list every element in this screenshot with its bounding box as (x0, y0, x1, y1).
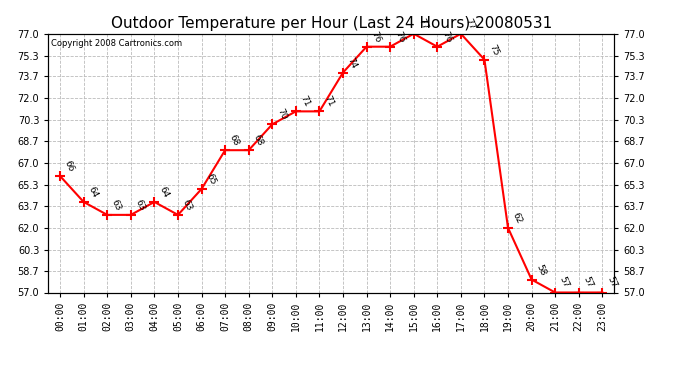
Text: 76: 76 (393, 30, 406, 44)
Text: 62: 62 (511, 211, 524, 225)
Title: Outdoor Temperature per Hour (Last 24 Hours) 20080531: Outdoor Temperature per Hour (Last 24 Ho… (110, 16, 552, 31)
Text: 65: 65 (204, 172, 217, 186)
Text: 68: 68 (251, 133, 264, 147)
Text: 71: 71 (299, 94, 312, 109)
Text: 76: 76 (369, 30, 382, 44)
Text: 57: 57 (605, 276, 618, 290)
Text: 74: 74 (346, 56, 359, 70)
Text: Copyright 2008 Cartronics.com: Copyright 2008 Cartronics.com (51, 39, 182, 48)
Text: 68: 68 (228, 133, 241, 147)
Text: 64: 64 (86, 185, 99, 199)
Text: 75: 75 (487, 43, 500, 57)
Text: 71: 71 (322, 94, 335, 109)
Text: 63: 63 (110, 198, 123, 212)
Text: 77: 77 (417, 17, 429, 31)
Text: 64: 64 (157, 185, 170, 199)
Text: 70: 70 (275, 107, 288, 122)
Text: 57: 57 (582, 276, 595, 290)
Text: 58: 58 (534, 262, 547, 277)
Text: 57: 57 (558, 276, 571, 290)
Text: 77: 77 (464, 17, 477, 31)
Text: 63: 63 (134, 198, 146, 212)
Text: 66: 66 (63, 159, 76, 173)
Text: 76: 76 (440, 30, 453, 44)
Text: 63: 63 (181, 198, 194, 212)
